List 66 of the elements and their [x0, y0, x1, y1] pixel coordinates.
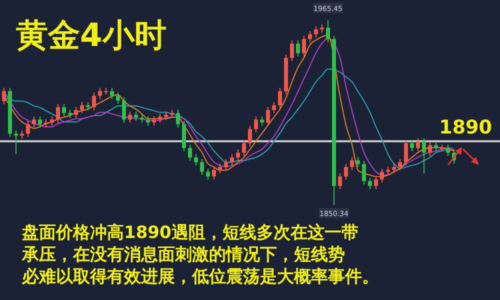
candlestick	[374, 176, 378, 190]
candlestick	[416, 138, 420, 152]
candlestick	[224, 158, 228, 171]
candlestick	[410, 139, 414, 152]
candlestick	[314, 26, 318, 38]
candlestick	[308, 30, 312, 43]
candlestick	[122, 96, 126, 124]
candlestick	[158, 112, 162, 124]
candlestick	[404, 139, 408, 166]
candlestick	[302, 35, 306, 57]
candlestick	[398, 158, 402, 171]
candlestick	[248, 125, 252, 147]
candlestick	[38, 116, 42, 128]
candlestick	[116, 92, 120, 104]
candlestick	[422, 138, 426, 174]
candlestick	[218, 163, 222, 174]
candlestick	[356, 156, 360, 168]
candlestick	[350, 156, 354, 171]
text: 必难以取得有效进展，低位震荡是大概率事件。	[21, 267, 379, 287]
candlestick	[188, 144, 192, 162]
candlestick	[50, 116, 54, 126]
candlestick	[56, 103, 60, 124]
candlestick	[74, 106, 78, 118]
candlestick	[230, 154, 234, 166]
candlestick	[2, 87, 6, 105]
candlestick	[134, 111, 138, 122]
candlestick	[428, 141, 432, 156]
candlestick	[446, 144, 450, 156]
candlestick	[206, 168, 210, 180]
candlestick	[260, 116, 264, 126]
candlestick	[278, 87, 282, 109]
ref-line-label: 1890	[439, 116, 492, 138]
candlestick	[92, 92, 96, 111]
candlestick	[266, 106, 270, 126]
candlestick	[254, 116, 258, 133]
candlestick	[344, 163, 348, 180]
candlestick	[272, 102, 276, 114]
candlestick	[290, 40, 294, 62]
candlestick	[296, 40, 300, 57]
candlestick	[194, 154, 198, 166]
candlestick	[326, 20, 330, 43]
candlestick	[62, 103, 66, 117]
candlestick	[380, 168, 384, 184]
candlestick	[110, 87, 114, 100]
candlestick	[212, 166, 216, 180]
candlestick	[128, 111, 132, 124]
candlestick	[182, 120, 186, 152]
candlestick	[98, 87, 102, 100]
candlestick	[26, 120, 30, 138]
text: 承压，在没有消息面刺激的情况下，短线势	[21, 245, 345, 265]
chart-title: 黄金4小时	[16, 16, 166, 54]
candlestick	[338, 172, 342, 190]
candlestick	[392, 163, 396, 174]
candlestick	[80, 102, 84, 114]
candlestick	[152, 116, 156, 126]
candlestick	[362, 160, 366, 185]
candlestick	[14, 130, 18, 155]
candlestick	[434, 141, 438, 152]
candlestick	[32, 116, 36, 128]
candlestick	[368, 177, 372, 190]
candlestick	[200, 158, 204, 176]
candlestick	[176, 109, 180, 128]
candlestick	[242, 139, 246, 156]
candlestick	[236, 148, 240, 162]
candlestick	[146, 116, 150, 126]
text: 盘面价格冲高1890遇阻，短线多次在这一带	[21, 223, 358, 243]
